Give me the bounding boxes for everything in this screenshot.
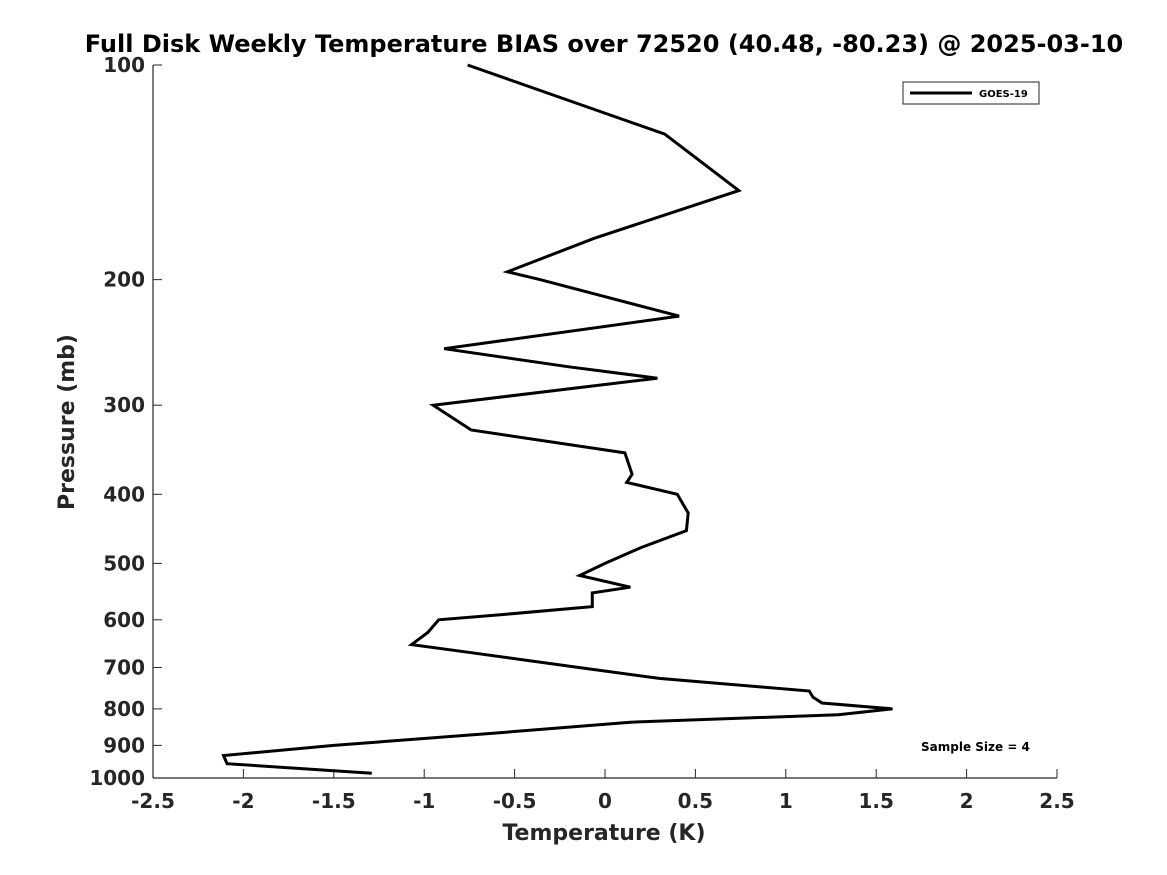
x-tick-label: 0	[598, 789, 612, 813]
y-tick-label: 700	[103, 656, 145, 680]
x-axis-label: Temperature (K)	[502, 821, 705, 846]
y-tick-label: 800	[103, 697, 145, 721]
y-tick-label: 400	[103, 482, 145, 506]
y-tick-label: 500	[103, 551, 145, 575]
x-tick-label: 1	[779, 789, 793, 813]
chart-title: Full Disk Weekly Temperature BIAS over 7…	[85, 30, 1124, 58]
legend-label-goes-19: GOES-19	[979, 89, 1028, 100]
y-tick-label: 600	[103, 608, 145, 632]
x-tick-label: 2.5	[1039, 789, 1074, 813]
x-ticks: -2.5 -2 -1.5 -1 -0.5 0 0.5 1 1.5 2 2.5	[131, 769, 1075, 813]
y-axis-label: Pressure (mb)	[55, 334, 80, 510]
x-tick-label: -2	[232, 789, 254, 813]
x-tick-label: -1.5	[312, 789, 356, 813]
series-layer	[221, 63, 893, 775]
y-tick-label: 900	[103, 733, 145, 757]
series-line-goes-19	[221, 63, 893, 775]
x-tick-label: 1.5	[858, 789, 893, 813]
y-tick-label: 1000	[89, 766, 145, 790]
legend: GOES-19	[902, 81, 1040, 105]
plot-area	[153, 65, 1057, 778]
y-tick-label: 300	[103, 393, 145, 417]
y-ticks: 100 200 300 400 500 600 700 800 900 1000	[89, 53, 162, 790]
sample-size-annotation: Sample Size = 4	[921, 740, 1030, 754]
x-tick-label: -2.5	[131, 789, 175, 813]
x-tick-label: 0.5	[678, 789, 713, 813]
x-tick-label: -1	[413, 789, 435, 813]
y-tick-label: 200	[103, 268, 145, 292]
x-tick-label: 2	[960, 789, 974, 813]
x-tick-label: -0.5	[493, 789, 537, 813]
y-tick-label: 100	[103, 53, 145, 77]
